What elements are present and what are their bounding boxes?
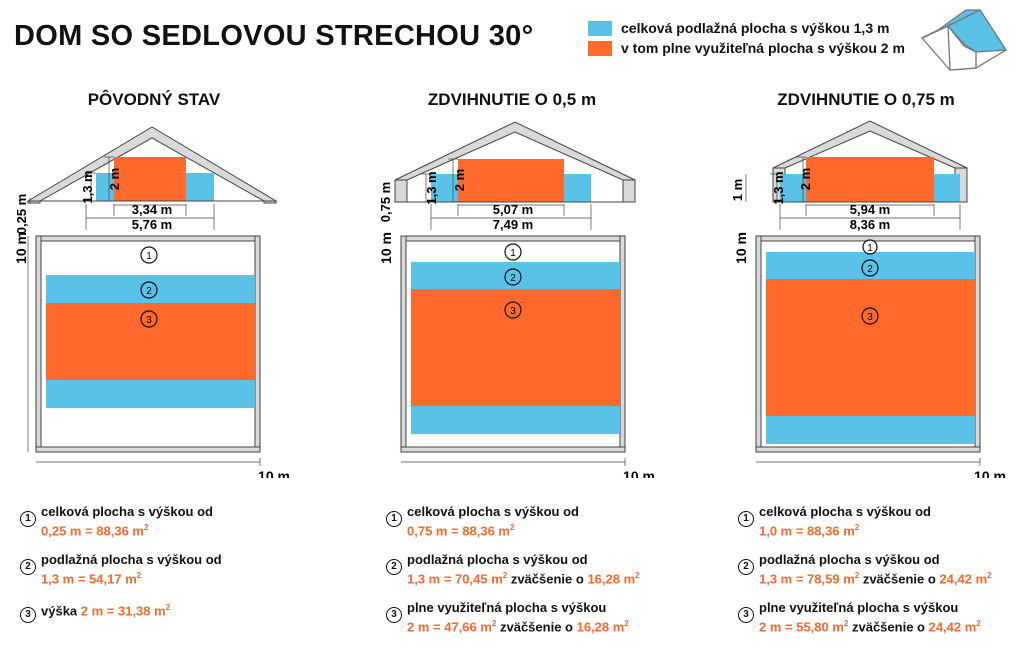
- stat-item: 1 celková plocha s výškou od 1,0 m = 88,…: [738, 504, 992, 539]
- legend-item-orange: v tom plne využiteľná plocha s výškou 2 …: [588, 38, 905, 58]
- stats-original: 1 celková plocha s výškou od 0,25 m = 88…: [20, 504, 222, 648]
- plan-marker-3: 3: [146, 315, 152, 326]
- page-title: DOM SO SEDLOVOU STRECHOU 30°: [14, 20, 534, 52]
- stat-number: 2: [386, 559, 402, 575]
- stat-line1: podlažná plocha s výškou od: [407, 552, 588, 567]
- stat-line2: 1,3 m = 70,45 m2 zväčšenie o 16,28 m2: [407, 571, 640, 587]
- stat-line1: plne využiteľná plocha s výškou: [407, 600, 607, 615]
- outer-width-label: 7,49 m: [493, 217, 533, 232]
- stat-number: 2: [20, 559, 36, 575]
- inner-width-label: 5,07 m: [493, 202, 533, 217]
- stat-line2: 2 m = 55,80 m2 zväčšenie o 24,42 m2: [759, 619, 981, 635]
- height-2-label: 2 m: [798, 168, 813, 190]
- section-diagram-raise-05: 0,75 m 1,3 m 2 m 5,07 m 7,49 m 1 2 3 10 …: [378, 121, 655, 478]
- stat-line2: 1,3 m = 78,59 m2 zväčšenie o 24,42 m2: [759, 571, 992, 587]
- stat-line2: 0,25 m = 88,36 m2: [41, 523, 149, 539]
- stat-item: 3 výška 2 m = 31,38 m2: [20, 600, 222, 632]
- plan-width-label: 10 m: [623, 468, 655, 478]
- legend-swatch-orange: [588, 40, 612, 56]
- stat-number: 2: [738, 559, 754, 575]
- inner-width-label: 3,34 m: [132, 202, 172, 217]
- inner-width-label: 5,94 m: [850, 202, 890, 217]
- section-diagram-original: 0,25 m 1,3 m 2 m 3,34 m 5,76 m 1 2 3 10 …: [13, 126, 290, 478]
- stat-number: 1: [20, 511, 36, 527]
- stats-raise-05: 1 celková plocha s výškou od 0,75 m = 88…: [386, 504, 640, 648]
- column-title-raise-075: ZDVIHNUTIE O 0,75 m: [777, 90, 955, 109]
- stat-item: 3 plne využiteľná plocha s výškou 2 m = …: [738, 600, 992, 635]
- outer-width-label: 8,36 m: [850, 217, 890, 232]
- stat-line2: 2 m = 47,66 m2 zväčšenie o 16,28 m2: [407, 619, 629, 635]
- stat-line2: 1,3 m = 54,17 m2: [41, 571, 142, 587]
- stat-number: 1: [386, 511, 402, 527]
- section-orange-area: [458, 159, 564, 202]
- plan-width-label: 10 m: [974, 468, 1006, 478]
- plan-marker-1: 1: [510, 248, 516, 259]
- stat-item: 1 celková plocha s výškou od 0,75 m = 88…: [386, 504, 640, 539]
- stat-line1: celková plocha s výškou od: [41, 504, 213, 519]
- stat-item: 2 podlažná plocha s výškou od 1,3 m = 78…: [738, 552, 992, 587]
- height-2-label: 2 m: [452, 169, 467, 191]
- plan-marker-2: 2: [510, 273, 516, 284]
- wall-height-label: 1 m: [730, 179, 745, 201]
- stat-line1: výška 2 m = 31,38 m2: [41, 603, 171, 619]
- legend-item-blue: celková podlažná plocha s výškou 1,3 m: [588, 18, 905, 38]
- wall-height-label: 0,75 m: [378, 182, 393, 222]
- stat-number: 3: [20, 607, 36, 623]
- plan-marker-2: 2: [146, 286, 152, 297]
- height-1-3-label: 1,3 m: [424, 171, 439, 204]
- stat-number: 3: [738, 607, 754, 623]
- plan-height-label: 10 m: [378, 232, 394, 264]
- wall-height-label: 0,25 m: [14, 194, 29, 234]
- stat-item: 3 plne využiteľná plocha s výškou 2 m = …: [386, 600, 640, 635]
- plan-marker-2: 2: [867, 264, 873, 275]
- stat-line1: celková plocha s výškou od: [759, 504, 931, 519]
- plan-marker-3: 3: [510, 306, 516, 317]
- legend-swatch-blue: [588, 20, 612, 36]
- stat-number: 1: [738, 511, 754, 527]
- height-2-label: 2 m: [107, 168, 122, 190]
- legend-label-orange: v tom plne využiteľná plocha s výškou 2 …: [621, 40, 905, 56]
- stat-line2: 1,0 m = 88,36 m2: [759, 523, 860, 539]
- stat-item: 2 podlažná plocha s výškou od 1,3 m = 70…: [386, 552, 640, 587]
- plan-marker-3: 3: [867, 312, 873, 323]
- plan-orange-area: [411, 289, 620, 406]
- stat-line1: podlažná plocha s výškou od: [759, 552, 940, 567]
- plan-width-label: 10 m: [258, 468, 290, 478]
- height-1-3-label: 1,3 m: [771, 171, 786, 204]
- stats-raise-075: 1 celková plocha s výškou od 1,0 m = 88,…: [738, 504, 992, 648]
- plan-height-label: 10 m: [733, 232, 749, 264]
- height-1-3-label: 1,3 m: [80, 170, 95, 203]
- stat-item: 2 podlažná plocha s výškou od 1,3 m = 54…: [20, 552, 222, 587]
- column-title-original: PÔVODNÝ STAV: [87, 90, 221, 109]
- plan-marker-1: 1: [867, 243, 873, 254]
- stat-line1: plne využiteľná plocha s výškou: [759, 600, 959, 615]
- plan-orange-area: [46, 303, 255, 380]
- plan-height-label: 10 m: [13, 232, 29, 264]
- section-orange-area: [114, 157, 186, 201]
- stat-item: 1 celková plocha s výškou od 0,25 m = 88…: [20, 504, 222, 539]
- legend: celková podlažná plocha s výškou 1,3 m v…: [588, 18, 905, 58]
- stat-line1: celková plocha s výškou od: [407, 504, 579, 519]
- plan-orange-area: [766, 279, 975, 416]
- section-diagram-raise-075: 1 m 1,3 m 2 m 5,94 m 8,36 m 1 2 3 10 m 1…: [730, 120, 1006, 478]
- column-title-raise-05: ZDVIHNUTIE O 0,5 m: [427, 90, 597, 109]
- legend-label-blue: celková podlažná plocha s výškou 1,3 m: [621, 20, 890, 36]
- section-orange-area: [806, 157, 934, 202]
- outer-width-label: 5,76 m: [132, 217, 172, 232]
- stat-number: 3: [386, 607, 402, 623]
- stat-line2: 0,75 m = 88,36 m2: [407, 523, 515, 539]
- house-icon: [920, 9, 1008, 71]
- stat-line1: podlažná plocha s výškou od: [41, 552, 222, 567]
- plan-marker-1: 1: [146, 251, 152, 262]
